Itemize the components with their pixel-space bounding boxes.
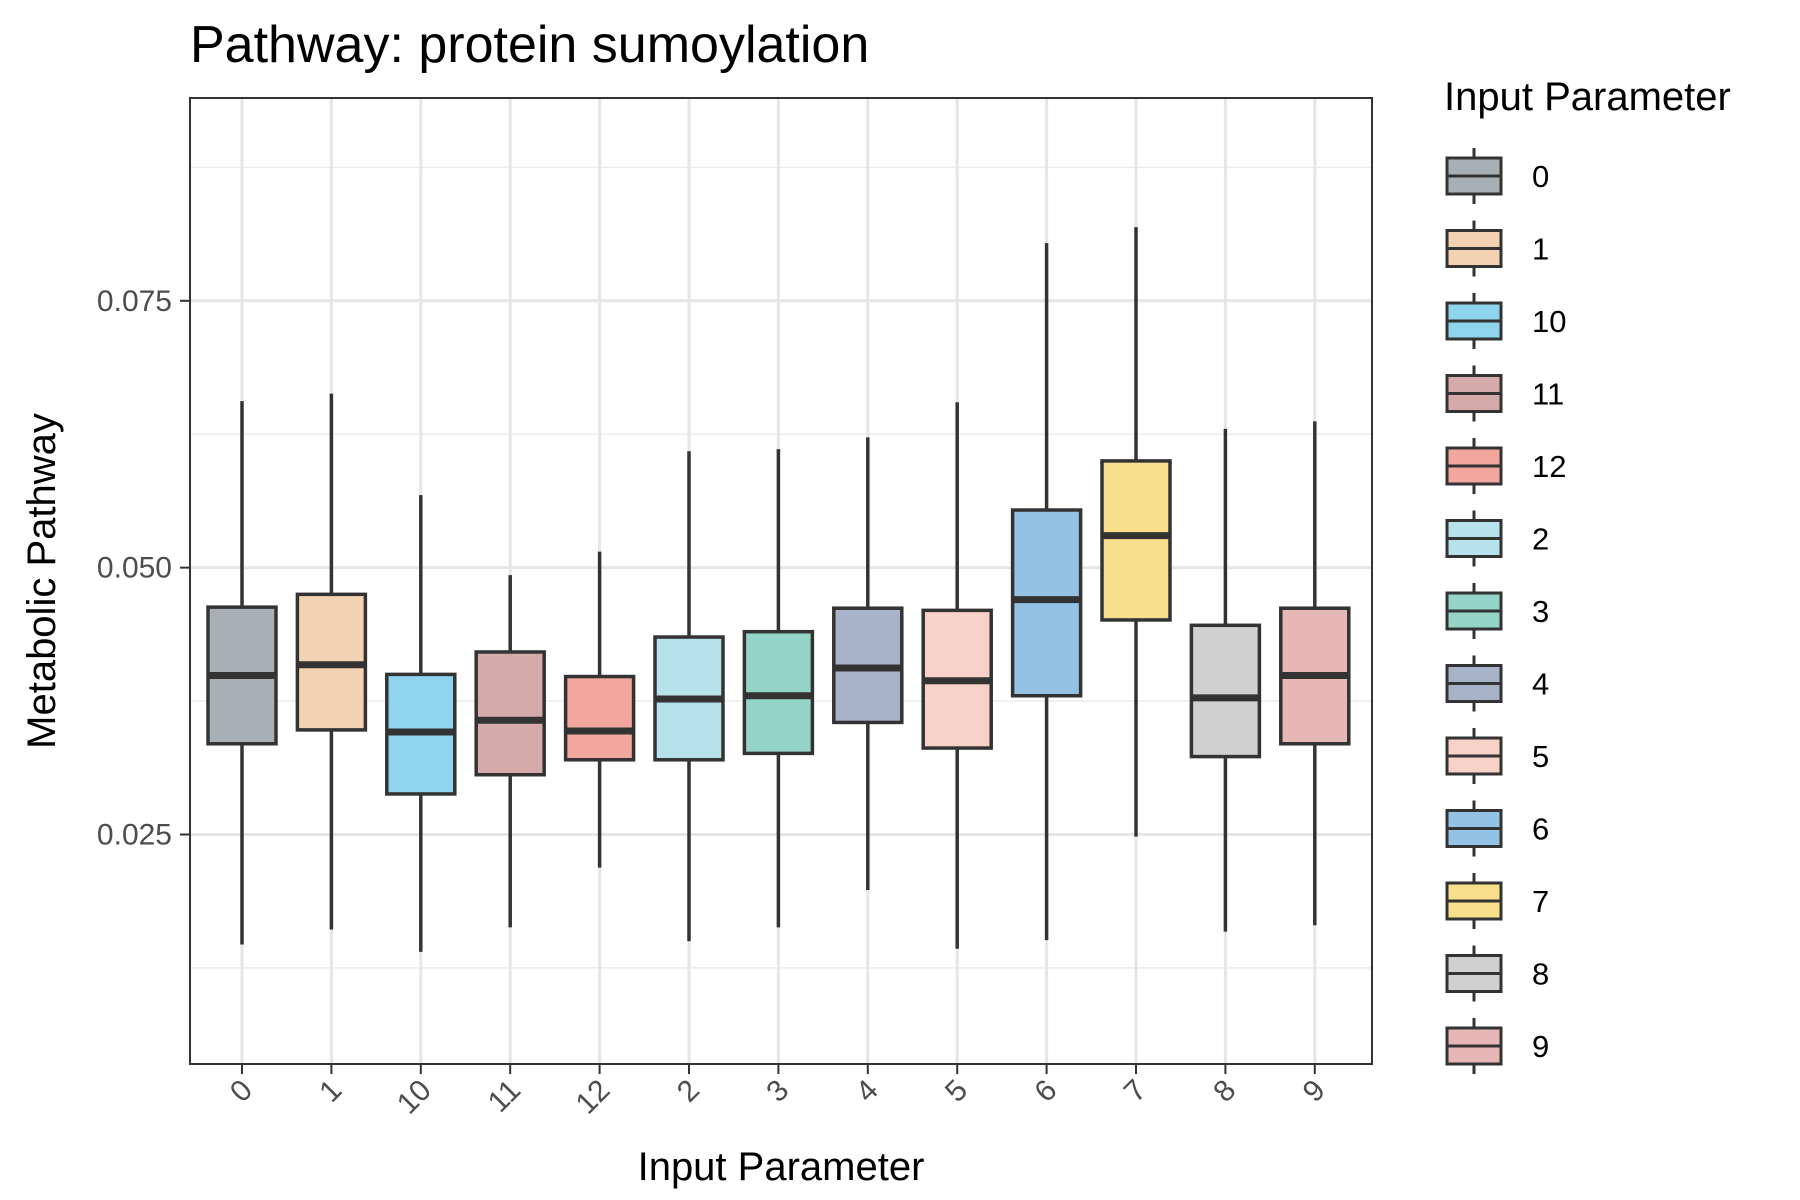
legend-label: 11 bbox=[1532, 377, 1564, 412]
legend-item-5: 5 bbox=[1445, 728, 1549, 784]
legend-item-8: 8 bbox=[1445, 945, 1549, 1002]
x-tick-label: 5 bbox=[939, 1074, 974, 1109]
legend-label: 10 bbox=[1532, 304, 1566, 339]
box-12 bbox=[563, 551, 636, 868]
chart-title: Pathway: protein sumoylation bbox=[190, 16, 869, 74]
box-iqr bbox=[1100, 459, 1172, 622]
box-4 bbox=[832, 437, 904, 891]
x-tick-label: 6 bbox=[1028, 1074, 1063, 1109]
box-7 bbox=[1100, 227, 1172, 837]
x-tick-label: 3 bbox=[760, 1074, 795, 1109]
x-tick-label: 12 bbox=[570, 1074, 617, 1121]
legend-label: 12 bbox=[1532, 449, 1566, 484]
legend-title: Input Parameter bbox=[1444, 75, 1731, 119]
x-tick-label: 9 bbox=[1297, 1074, 1332, 1109]
x-tick-label: 1 bbox=[313, 1074, 348, 1109]
box-iqr bbox=[563, 674, 636, 762]
legend-item-4: 4 bbox=[1445, 655, 1549, 712]
x-tick-label: 4 bbox=[850, 1074, 885, 1109]
legend-label: 7 bbox=[1532, 884, 1549, 919]
box-3 bbox=[742, 449, 815, 928]
legend-item-0: 0 bbox=[1445, 148, 1549, 204]
x-tick-label: 0 bbox=[224, 1074, 259, 1109]
legend-item-10: 10 bbox=[1445, 293, 1566, 349]
x-tick-label: 10 bbox=[391, 1074, 438, 1121]
legend-item-7: 7 bbox=[1445, 873, 1549, 929]
legend-item-11: 11 bbox=[1445, 365, 1564, 422]
x-axis-title: Input Parameter bbox=[638, 1145, 925, 1189]
legend-item-12: 12 bbox=[1445, 438, 1566, 494]
box-10 bbox=[385, 495, 457, 952]
x-tick-label: 7 bbox=[1118, 1074, 1153, 1109]
y-axis-title: Metabolic Pathway bbox=[20, 413, 64, 749]
box-2 bbox=[653, 451, 725, 942]
legend-label: 8 bbox=[1532, 957, 1549, 992]
x-tick-label: 2 bbox=[671, 1074, 706, 1109]
legend-item-3: 3 bbox=[1445, 583, 1549, 639]
legend-label: 6 bbox=[1532, 812, 1549, 847]
legend: Input Parameter 0 1 10 11 12 2 3 4 5 6 7 8 9 bbox=[1444, 75, 1731, 1074]
legend-label: 5 bbox=[1532, 739, 1549, 774]
legend-label: 1 bbox=[1532, 232, 1549, 267]
x-tick-label: 8 bbox=[1207, 1074, 1242, 1109]
box-0 bbox=[206, 401, 278, 945]
box-11 bbox=[474, 575, 546, 928]
legend-item-2: 2 bbox=[1445, 510, 1549, 567]
legend-item-1: 1 bbox=[1445, 220, 1549, 277]
y-tick-label: 0.025 bbox=[97, 819, 172, 852]
legend-label: 0 bbox=[1532, 159, 1549, 194]
box-8 bbox=[1189, 428, 1262, 932]
boxes bbox=[206, 227, 1351, 952]
legend-label: 3 bbox=[1532, 594, 1549, 629]
box-iqr bbox=[1189, 623, 1262, 759]
box-9 bbox=[1279, 421, 1351, 926]
box-5 bbox=[921, 402, 993, 949]
box-iqr bbox=[474, 650, 546, 777]
grid-lines bbox=[190, 98, 1372, 1064]
legend-item-9: 9 bbox=[1445, 1018, 1549, 1074]
x-tick-label: 11 bbox=[482, 1074, 527, 1119]
legend-label: 9 bbox=[1532, 1029, 1549, 1064]
y-tick-label: 0.075 bbox=[97, 285, 172, 318]
legend-label: 4 bbox=[1532, 667, 1549, 702]
plot-panel-border bbox=[189, 97, 1373, 1065]
box-1 bbox=[295, 393, 368, 930]
legend-item-6: 6 bbox=[1445, 800, 1549, 857]
box-6 bbox=[1010, 243, 1083, 941]
legend-label: 2 bbox=[1532, 522, 1549, 557]
y-tick-label: 0.050 bbox=[97, 552, 172, 585]
